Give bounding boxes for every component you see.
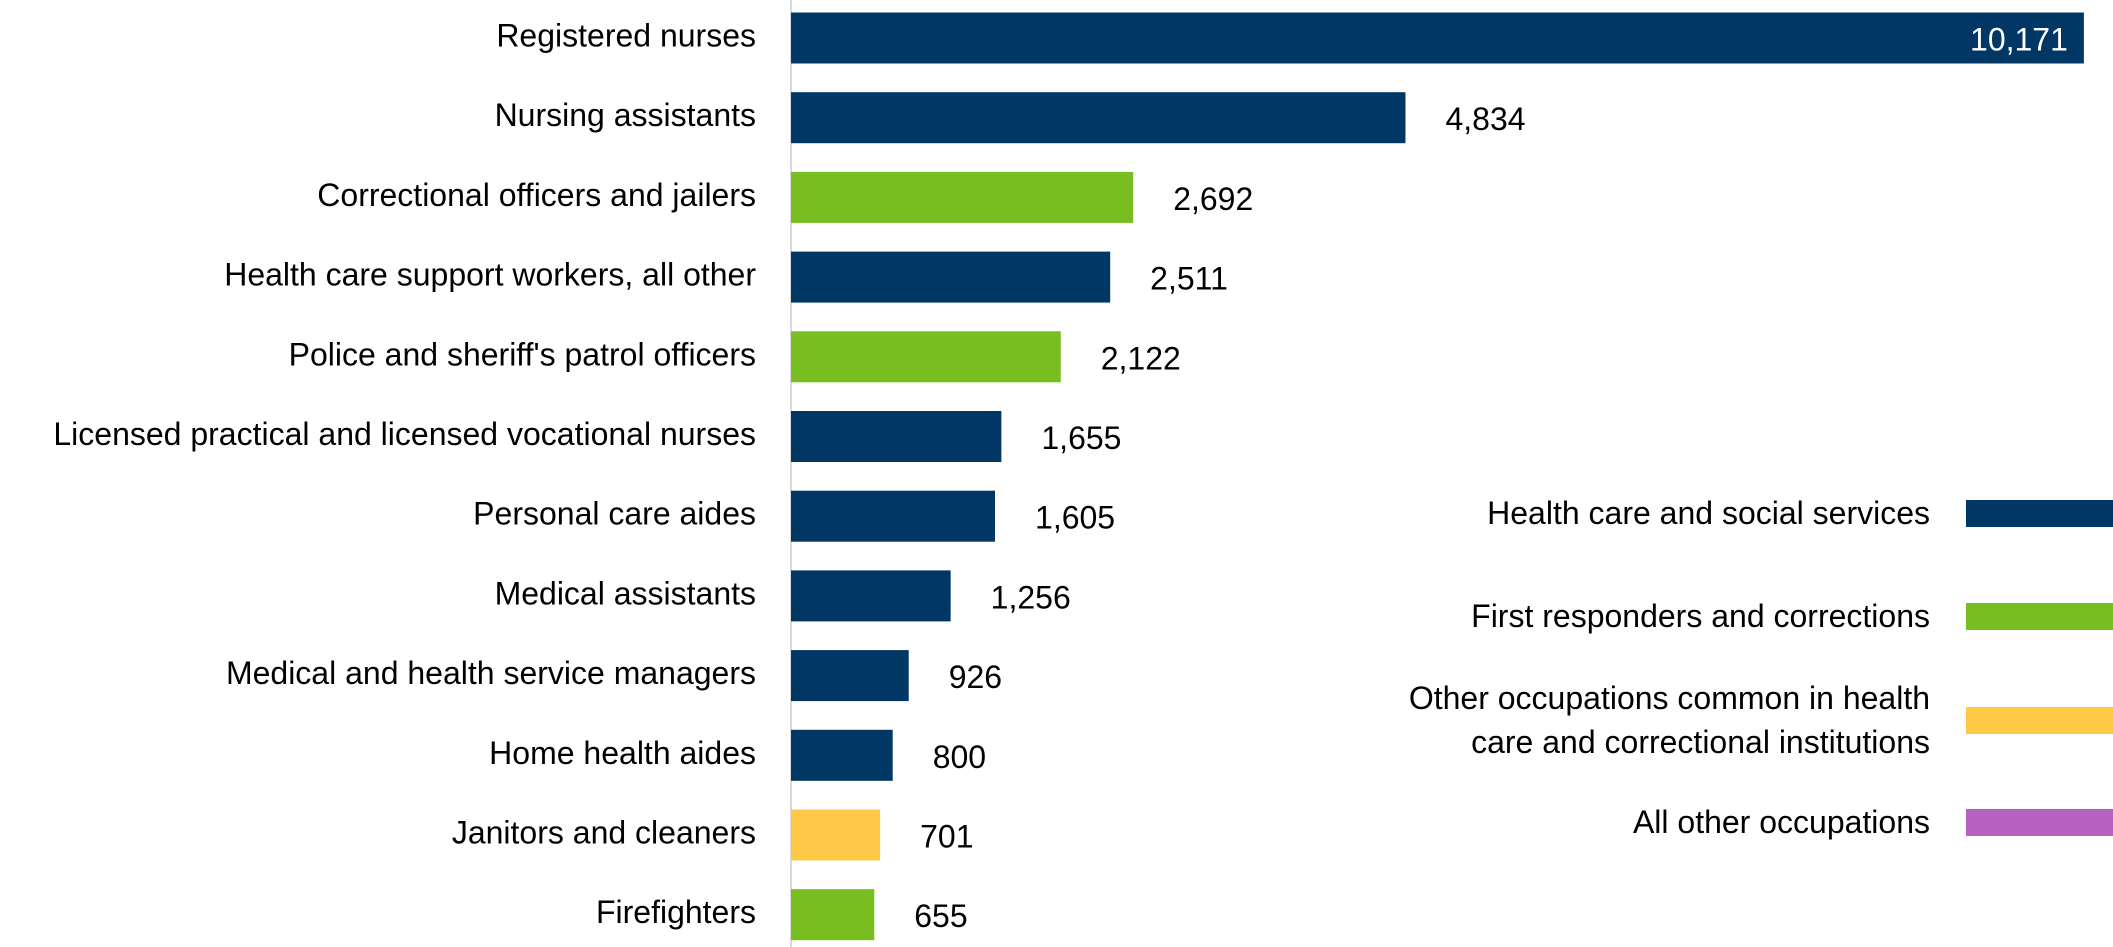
category-label: Firefighters (596, 894, 756, 930)
legend: Health care and social services First res… (1300, 0, 2113, 947)
bar (791, 251, 1111, 303)
legend-swatch (1966, 499, 2113, 527)
value-label: 800 (933, 739, 986, 775)
category-label: Home health aides (489, 735, 756, 771)
value-label: 10,171 (1970, 21, 2068, 57)
legend-item: First responders and corrections (1346, 594, 2113, 638)
legend-label: Health care and social services (1487, 495, 1930, 531)
category-label: Health care support workers, all other (224, 257, 756, 293)
legend-item: Health care and social services (1346, 491, 2113, 535)
category-label: Licensed practical and licensed vocation… (53, 416, 756, 452)
legend-label: Other occupations common in health care … (1408, 680, 1930, 760)
legend-item: All other occupations (1346, 800, 2113, 844)
value-label: 655 (914, 898, 967, 934)
value-label: 701 (920, 818, 973, 854)
bar (791, 490, 996, 542)
category-label: Nursing assistants (495, 97, 756, 133)
bar (791, 92, 1406, 144)
value-label: 1,605 (1035, 500, 1115, 536)
value-label: 2,511 (1150, 261, 1228, 297)
category-label: Police and sheriff's patrol officers (289, 336, 756, 372)
category-label: Medical and health service managers (226, 655, 756, 691)
bar (791, 12, 2084, 64)
legend-label: First responders and corrections (1471, 598, 1930, 634)
legend-label: All other occupations (1632, 804, 1930, 840)
value-label: 1,655 (1041, 420, 1121, 456)
legend-swatch (1966, 706, 2113, 734)
value-label: 4,834 (1445, 101, 1525, 137)
bar (791, 171, 1134, 223)
category-label: Registered nurses (496, 17, 756, 53)
legend-swatch (1966, 602, 2113, 630)
category-label: Medical assistants (495, 575, 756, 611)
bar (791, 650, 909, 702)
legend-swatch (1966, 808, 2113, 836)
legend-item: Other occupations common in health care … (1346, 676, 2113, 764)
bar (791, 729, 893, 781)
category-label: Personal care aides (473, 496, 756, 532)
value-label: 926 (949, 659, 1002, 695)
bar (791, 570, 951, 622)
bar (791, 331, 1061, 383)
category-label: Janitors and cleaners (452, 814, 756, 850)
bar (791, 889, 875, 941)
value-label: 1,256 (991, 579, 1071, 615)
category-label: Correctional officers and jailers (317, 177, 756, 213)
bar (791, 809, 881, 861)
value-label: 2,692 (1173, 181, 1253, 217)
value-label: 2,122 (1101, 340, 1181, 376)
bar (791, 411, 1002, 462)
